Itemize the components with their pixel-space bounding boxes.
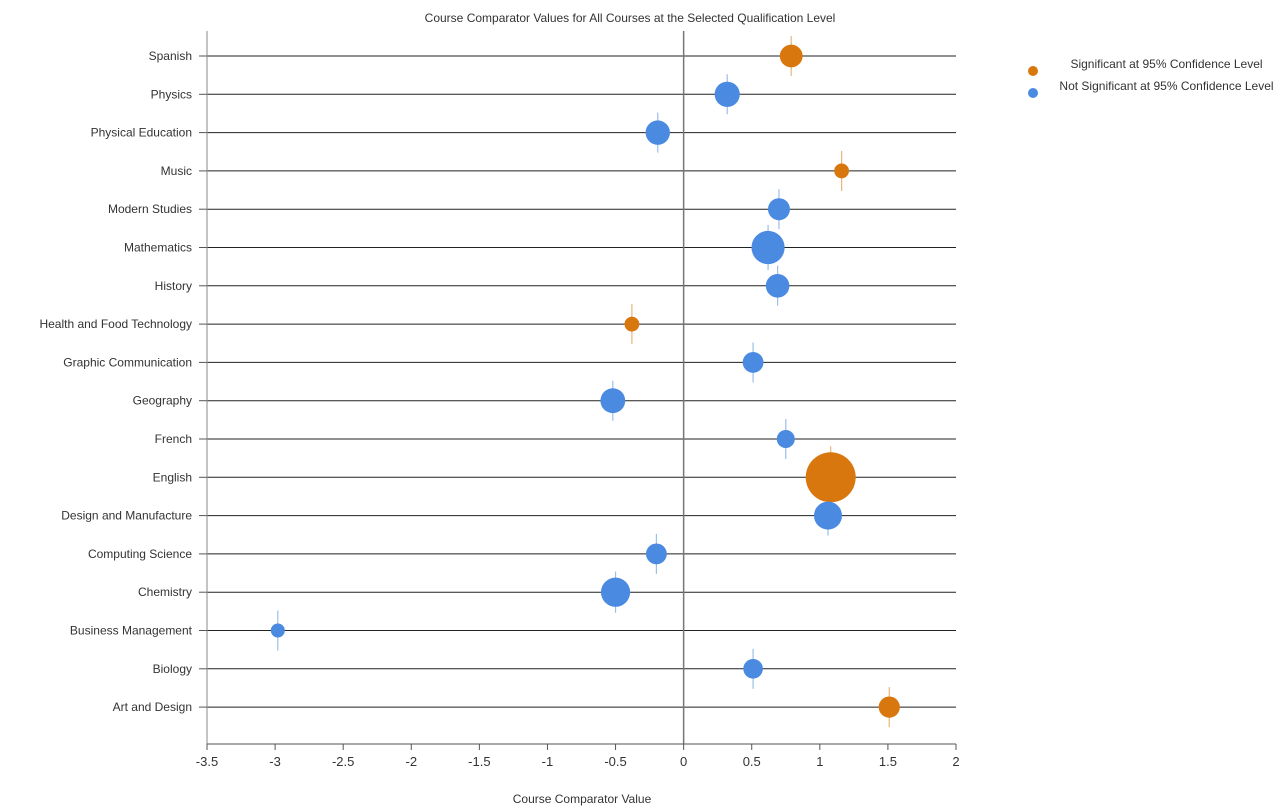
course-label: Design and Manufacture <box>61 509 192 523</box>
course-label: Graphic Communication <box>63 355 192 369</box>
x-tick-label: -0.5 <box>604 754 626 769</box>
error-bars <box>277 36 890 728</box>
grid-layer <box>199 31 956 744</box>
course-label: History <box>155 279 192 293</box>
course-label: Health and Food Technology <box>39 317 192 331</box>
x-tick-label: -3.5 <box>196 754 218 769</box>
legend-label-not-significant: Not Significant at 95% Confidence Level <box>1059 79 1274 93</box>
x-tick-label: -3 <box>269 754 281 769</box>
chart-title: Course Comparator Values for All Courses… <box>425 11 836 25</box>
x-tick-label: 0.5 <box>743 754 761 769</box>
x-tick-label: 0 <box>680 754 687 769</box>
legend-swatch-not-significant <box>1028 88 1038 98</box>
course-label: Biology <box>153 662 192 676</box>
course-label: English <box>153 470 192 484</box>
course-label: Physics <box>151 87 192 101</box>
course-label: Physical Education <box>91 126 192 140</box>
x-tick-label: 2 <box>952 754 959 769</box>
x-tick-label: -1.5 <box>468 754 490 769</box>
x-tick-label: 1.5 <box>879 754 897 769</box>
course-label: Modern Studies <box>108 202 192 216</box>
course-label: Art and Design <box>113 700 192 714</box>
x-tick-label: -2.5 <box>332 754 354 769</box>
x-axis: -3.5 -3 -2.5 -2 -1.5 -1 -0.5 0 0.5 1 1.5 2 <box>196 743 960 769</box>
course-label: Computing Science <box>88 547 192 561</box>
legend-item-significant: Significant at 95% Confidence Level <box>1028 58 1283 76</box>
course-label: Geography <box>133 394 192 408</box>
x-tick-label: 1 <box>816 754 823 769</box>
x-tick-label: -1 <box>542 754 554 769</box>
course-label: Music <box>161 164 192 178</box>
course-label: Spanish <box>149 49 192 63</box>
legend-label-significant: Significant at 95% Confidence Level <box>1070 57 1263 71</box>
x-tick-label: -2 <box>405 754 417 769</box>
legend-item-not-significant: Not Significant at 95% Confidence Level <box>1028 80 1283 98</box>
legend-swatch-significant <box>1028 66 1038 76</box>
x-axis-title: Course Comparator Value <box>513 792 652 806</box>
data-points <box>270 44 900 718</box>
course-label: Chemistry <box>138 585 192 599</box>
course-labels: Spanish Physics Physical Education Music Mod… <box>39 49 192 714</box>
course-label: Business Management <box>70 624 193 638</box>
course-label: French <box>155 432 192 446</box>
course-label: Mathematics <box>124 241 192 255</box>
legend: Significant at 95% Confidence Level Not … <box>1028 58 1283 102</box>
